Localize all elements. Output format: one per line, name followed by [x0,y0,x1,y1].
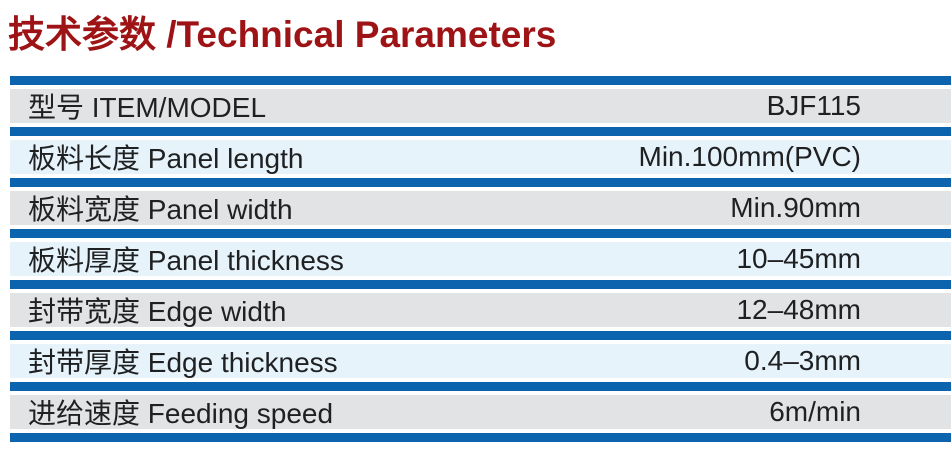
row-separator-bar [10,280,951,289]
table-row: 封带宽度 Edge width 12–48mm [10,293,951,327]
page-title: 技术参数 /Technical Parameters [8,14,557,55]
row-separator-bar [10,331,951,340]
row-label: 封带厚度 Edge thickness [28,347,338,378]
row-separator-bar [10,382,951,391]
row-value: 0.4–3mm [744,345,861,376]
table-row: 板料长度 Panel length Min.100mm(PVC) [10,140,951,174]
row-value: Min.100mm(PVC) [638,141,861,172]
table-row: 封带厚度 Edge thickness 0.4–3mm [10,344,951,378]
table-row: 板料厚度 Panel thickness 10–45mm [10,242,951,276]
row-value: 6m/min [769,396,861,427]
row-value: BJF115 [766,90,861,121]
table-row: 进给速度 Feeding speed 6m/min [10,395,951,429]
row-value: 12–48mm [736,294,861,325]
row-label: 板料厚度 Panel thickness [28,245,344,276]
row-value: Min.90mm [730,192,861,223]
row-label: 型号 ITEM/MODEL [28,92,267,123]
row-separator-bar [10,127,951,136]
table-row: 型号 ITEM/MODEL BJF115 [10,89,951,123]
row-label: 板料宽度 Panel width [28,194,293,225]
row-separator-bar [10,229,951,238]
table-row: 板料宽度 Panel width Min.90mm [10,191,951,225]
parameters-table: 型号 ITEM/MODEL BJF115 板料长度 Panel length M… [10,76,951,442]
row-value: 10–45mm [736,243,861,274]
row-separator-bar [10,76,951,85]
row-label: 封带宽度 Edge width [28,296,287,327]
row-label: 进给速度 Feeding speed [28,398,334,429]
row-label: 板料长度 Panel length [28,143,304,174]
row-separator-bar [10,178,951,187]
table-rows: 型号 ITEM/MODEL BJF115 板料长度 Panel length M… [10,76,951,429]
bottom-separator-bar [10,433,951,442]
